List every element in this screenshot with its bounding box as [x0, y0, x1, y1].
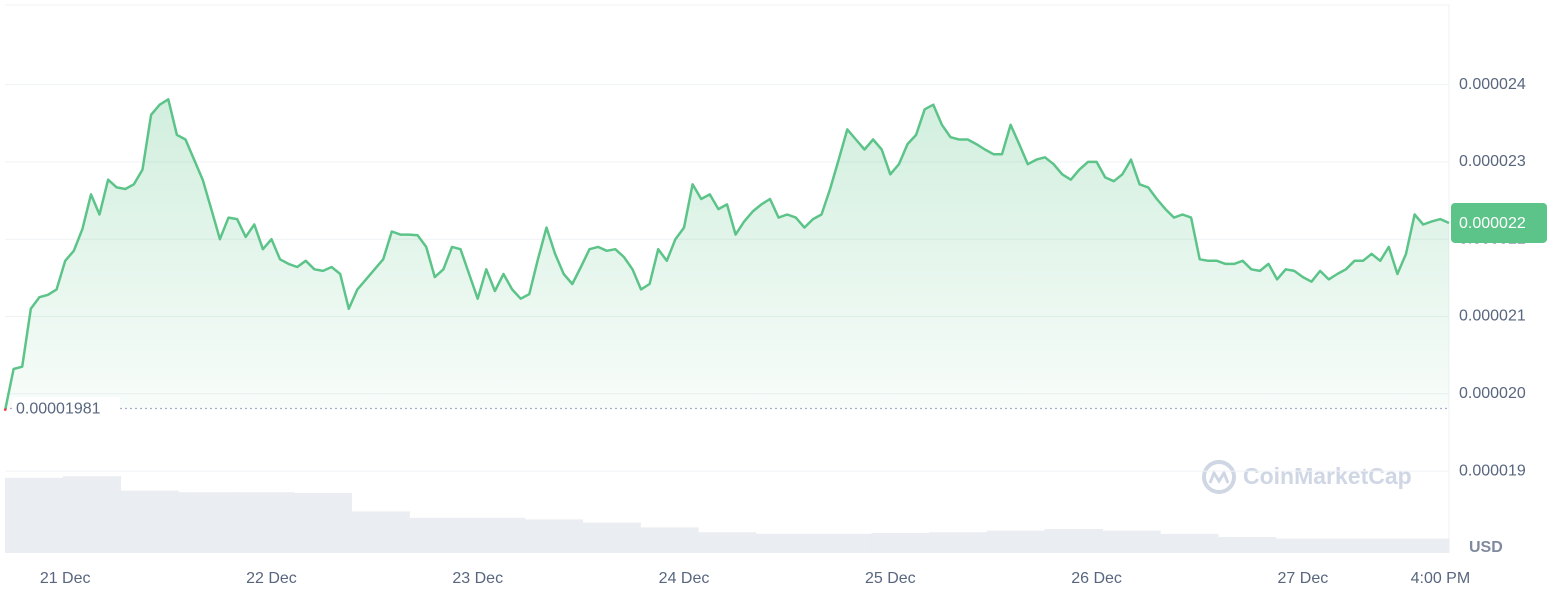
volume-bar [62, 476, 122, 553]
volume-bar [871, 533, 930, 553]
volume-bar [120, 490, 179, 553]
x-tick-label: 26 Dec [1071, 570, 1122, 587]
price-badge [1451, 202, 1547, 243]
x-tick-label: 24 Dec [659, 570, 710, 587]
volume-bar [524, 519, 584, 553]
x-tick-label: 27 Dec [1278, 570, 1329, 587]
volume-bar [1333, 538, 1392, 553]
volume-bar [698, 532, 757, 553]
volume-bar [351, 511, 410, 553]
volume-bar [1275, 538, 1334, 553]
volume-bar [813, 533, 872, 553]
currency-label: USD [1469, 539, 1503, 556]
x-tick-label: 23 Dec [452, 570, 503, 587]
y-tick-label: 0.000024 [1459, 76, 1526, 93]
x-tick-label: 4:00 PM [1411, 570, 1471, 587]
x-tick-label: 25 Dec [865, 570, 916, 587]
volume-bar [5, 477, 64, 553]
price-badge-label: 0.000022 [1459, 215, 1526, 232]
volume-bar [755, 533, 815, 553]
volume-bar [1160, 533, 1219, 553]
volume-bar [236, 492, 295, 553]
volume-bar [178, 492, 237, 553]
volume-bar [1391, 538, 1450, 553]
volume-bar [1044, 529, 1103, 553]
volume-bar [409, 517, 468, 553]
reference-label-bg [12, 397, 120, 420]
x-tick-label: 22 Dec [246, 570, 297, 587]
volume-bar [1102, 530, 1161, 553]
volume-bar [640, 527, 699, 553]
price-area [5, 99, 1449, 409]
watermark: CoinMarketCap [1202, 460, 1412, 494]
volume-bar [467, 517, 526, 553]
volume-bar [986, 530, 1046, 553]
volume-bar [929, 532, 988, 553]
x-tick-label: 21 Dec [40, 570, 91, 587]
watermark-text: CoinMarketCap [1243, 463, 1412, 489]
price-line [4, 98, 1450, 409]
y-tick-label: 0.000023 [1459, 153, 1526, 170]
volume-bar [1217, 537, 1277, 553]
y-tick-label: 0.000019 [1459, 462, 1526, 479]
volume-bar [293, 493, 353, 553]
reference-label: 0.00001981 [16, 401, 101, 418]
y-tick-label: 0.000021 [1459, 308, 1526, 325]
y-tick-label: 0.000020 [1459, 385, 1526, 402]
volume-bar [582, 522, 641, 553]
